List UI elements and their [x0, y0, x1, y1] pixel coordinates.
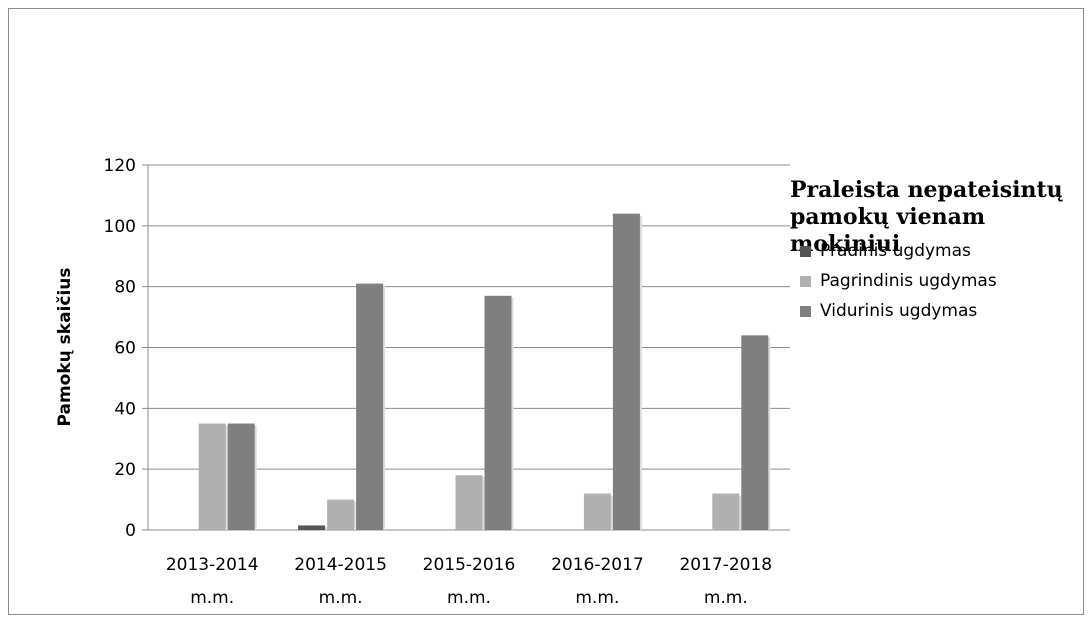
category-label: 2014-2015 [294, 555, 387, 575]
legend-item: Vidurinis ugdymas [800, 296, 997, 326]
legend: Pradinis ugdymas Pagrindinis ugdymas Vidur… [800, 236, 997, 326]
y-tick-label: 60 [114, 339, 136, 359]
legend-label: Vidurinis ugdymas [820, 301, 978, 321]
y-tick-label: 80 [114, 278, 136, 298]
y-tick-label: 40 [114, 399, 136, 419]
legend-item: Pagrindinis ugdymas [800, 266, 997, 296]
y-tick-label: 0 [125, 521, 136, 541]
category-label: 2015-2016 [423, 555, 516, 575]
legend-swatch [800, 275, 811, 287]
legend-swatch [800, 245, 811, 257]
category-label: m.m. [447, 588, 491, 608]
y-tick-label: 20 [114, 460, 136, 480]
bar [298, 525, 326, 530]
category-label: m.m. [575, 588, 619, 608]
bar [227, 423, 255, 530]
category-label: 2017-2018 [679, 555, 772, 575]
y-tick-label: 100 [104, 217, 136, 237]
y-axis-title: Pamokų skaičius [55, 267, 75, 426]
bar [612, 213, 640, 530]
category-label: m.m. [704, 588, 748, 608]
bar [356, 283, 384, 530]
bar [327, 499, 355, 530]
bars [198, 213, 771, 530]
legend-label: Pagrindinis ugdymas [820, 271, 997, 291]
y-tick-label: 120 [104, 156, 136, 176]
bar [198, 423, 226, 530]
legend-item: Pradinis ugdymas [800, 236, 997, 266]
category-label: 2013-2014 [166, 555, 259, 575]
chart-frame [8, 8, 1084, 615]
category-label: m.m. [190, 588, 234, 608]
bar [455, 475, 483, 530]
bar [484, 295, 512, 530]
bar [741, 335, 769, 530]
legend-label: Pradinis ugdymas [820, 241, 971, 261]
bar [583, 493, 611, 530]
category-label: 2016-2017 [551, 555, 644, 575]
bar [712, 493, 740, 530]
category-labels: 2013-2014 m.m. 2014-2015 m.m. 2015-2016 m.m. 2… [166, 555, 772, 608]
legend-swatch [800, 305, 811, 317]
y-tick-labels: 0 20 40 60 80 100 120 [104, 156, 136, 541]
category-label: m.m. [319, 588, 363, 608]
